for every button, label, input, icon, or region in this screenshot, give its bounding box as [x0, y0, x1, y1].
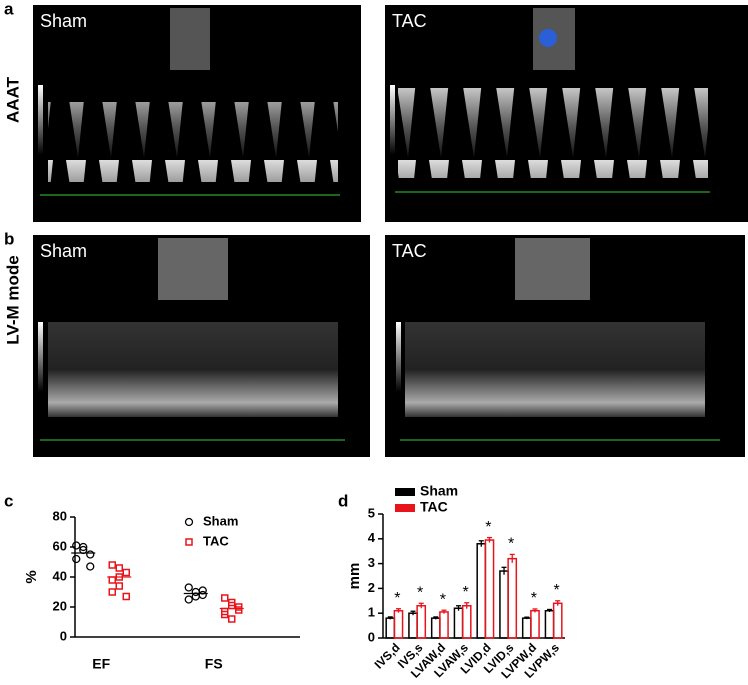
image-label: TAC: [392, 241, 427, 261]
panel-label: b: [4, 229, 14, 248]
bar: [416, 605, 427, 639]
y-tick-label: 4: [368, 530, 376, 545]
data-point: [108, 588, 116, 596]
data-point: [72, 541, 81, 550]
y-tick-label: 40: [53, 568, 67, 583]
image-label: Sham: [40, 11, 87, 31]
bar: [461, 605, 472, 639]
panel-label: d: [338, 491, 348, 510]
bar: [484, 539, 495, 639]
data-point: [228, 615, 236, 623]
ultrasound-image: [385, 235, 745, 457]
bar: [393, 609, 404, 639]
bar: [552, 602, 563, 639]
significance: *: [554, 582, 560, 599]
y-tick-label: 0: [60, 628, 67, 643]
data-point: [86, 550, 95, 559]
bar: [385, 617, 396, 639]
data-point: [108, 576, 116, 584]
bar: [507, 557, 518, 639]
y-axis-label: mm: [346, 563, 363, 590]
y-axis-label: %: [23, 570, 40, 583]
significance: *: [440, 591, 446, 608]
y-tick-label: 60: [53, 538, 67, 553]
image-label: TAC: [392, 11, 427, 31]
panel-label: c: [4, 491, 13, 510]
legend-swatch: [395, 504, 415, 512]
legend-label: Sham: [203, 513, 238, 528]
y-tick-label: 0: [368, 629, 375, 644]
bar: [544, 609, 555, 639]
y-tick-label: 2: [368, 580, 375, 595]
y-tick-label: 3: [368, 555, 375, 570]
data-point: [115, 564, 123, 572]
significance: *: [531, 590, 537, 607]
ultrasound-image: [385, 5, 748, 222]
significance: *: [485, 519, 491, 536]
x-tick-label: FS: [205, 656, 223, 672]
bar: [521, 617, 532, 639]
data-point: [72, 554, 81, 564]
bar: [476, 543, 487, 639]
significance: *: [508, 536, 514, 553]
data-point: [184, 583, 193, 592]
image-label: Sham: [40, 241, 87, 261]
legend-label: Sham: [420, 483, 458, 499]
data-point: [86, 562, 95, 571]
legend-marker: [185, 538, 193, 546]
data-point: [122, 568, 130, 577]
data-point: [122, 592, 130, 601]
side-label: LV-M mode: [3, 255, 22, 344]
data-point: [221, 594, 229, 602]
x-tick-label: EF: [92, 656, 110, 672]
bar: [408, 612, 418, 639]
data-point: [184, 595, 193, 604]
y-tick-label: 80: [53, 508, 67, 523]
legend-marker: [184, 517, 194, 527]
data-point: [108, 561, 116, 569]
bar: [530, 609, 540, 639]
data-point: [79, 542, 88, 552]
legend-swatch: [395, 488, 415, 496]
y-tick-label: 20: [53, 598, 67, 613]
y-tick-label: 1: [368, 605, 375, 620]
bar: [499, 570, 509, 639]
legend-label: TAC: [420, 499, 448, 515]
significance: *: [463, 584, 469, 601]
bar: [430, 617, 441, 639]
side-label: AAAT: [3, 76, 22, 123]
data-point: [115, 582, 123, 590]
bar: [439, 611, 449, 639]
data-point: [235, 606, 243, 614]
x-tick-label: IVS,d: [372, 640, 403, 671]
significance: *: [394, 590, 400, 607]
legend-label: TAC: [203, 533, 229, 548]
ultrasound-image: [33, 5, 361, 222]
bar: [453, 607, 464, 639]
panel-label: a: [4, 0, 14, 18]
significance: *: [417, 584, 423, 601]
y-tick-label: 5: [368, 505, 375, 520]
ultrasound-image: [33, 235, 370, 457]
